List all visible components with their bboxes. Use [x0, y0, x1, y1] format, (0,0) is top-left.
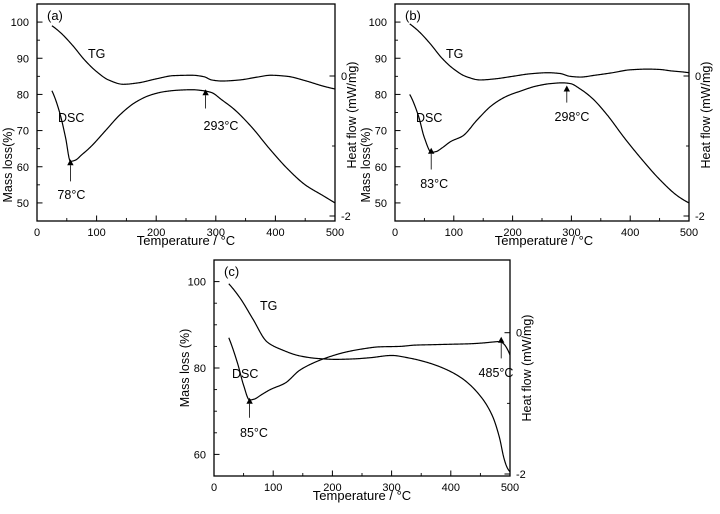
svg-text:Mass loss(%): Mass loss(%) — [1, 127, 15, 202]
svg-text:100: 100 — [11, 17, 29, 29]
svg-text:TG: TG — [260, 299, 277, 313]
svg-text:298°C: 298°C — [555, 110, 590, 124]
svg-text:Temperature / °C: Temperature / °C — [313, 488, 411, 503]
svg-text:500: 500 — [326, 227, 344, 239]
svg-text:85°C: 85°C — [240, 426, 268, 440]
svg-text:Heat flow (mW/mg): Heat flow (mW/mg) — [520, 315, 534, 422]
svg-text:0: 0 — [34, 227, 40, 239]
svg-text:(b): (b) — [405, 8, 421, 23]
svg-text:Heat flow (mW/mg): Heat flow (mW/mg) — [699, 62, 713, 169]
svg-text:90: 90 — [375, 53, 387, 65]
svg-text:50: 50 — [375, 198, 387, 210]
svg-text:400: 400 — [442, 482, 460, 494]
svg-text:TG: TG — [446, 47, 463, 61]
svg-text:500: 500 — [501, 482, 519, 494]
svg-text:TG: TG — [88, 47, 105, 61]
svg-text:90: 90 — [17, 53, 29, 65]
svg-text:(c): (c) — [224, 264, 239, 279]
svg-text:70: 70 — [17, 126, 29, 138]
svg-text:100: 100 — [188, 277, 206, 289]
svg-text:400: 400 — [266, 227, 284, 239]
svg-text:60: 60 — [17, 162, 29, 174]
svg-text:485°C: 485°C — [479, 366, 514, 380]
svg-text:100: 100 — [87, 227, 105, 239]
svg-text:-2: -2 — [341, 211, 351, 223]
svg-text:DSC: DSC — [58, 111, 84, 125]
svg-text:60: 60 — [194, 449, 206, 461]
svg-text:Heat flow (mW/mg): Heat flow (mW/mg) — [345, 62, 359, 169]
svg-text:50: 50 — [17, 198, 29, 210]
svg-text:Mass loss(%): Mass loss(%) — [359, 127, 373, 202]
svg-text:78°C: 78°C — [57, 188, 85, 202]
svg-text:100: 100 — [369, 17, 387, 29]
svg-text:DSC: DSC — [416, 111, 442, 125]
svg-text:(a): (a) — [47, 8, 63, 23]
svg-text:100: 100 — [264, 482, 282, 494]
svg-text:100: 100 — [445, 227, 463, 239]
svg-text:Mass loss (%): Mass loss (%) — [178, 329, 192, 407]
svg-text:293°C: 293°C — [204, 119, 239, 133]
svg-text:0: 0 — [211, 482, 217, 494]
svg-text:500: 500 — [680, 227, 698, 239]
svg-text:60: 60 — [375, 162, 387, 174]
svg-text:83°C: 83°C — [420, 177, 448, 191]
svg-text:80: 80 — [17, 89, 29, 101]
svg-text:70: 70 — [375, 126, 387, 138]
svg-text:80: 80 — [194, 363, 206, 375]
svg-text:0: 0 — [392, 227, 398, 239]
svg-text:-2: -2 — [516, 469, 526, 481]
svg-text:80: 80 — [375, 89, 387, 101]
svg-text:Temperature / °C: Temperature / °C — [495, 233, 593, 248]
svg-text:DSC: DSC — [232, 367, 258, 381]
svg-text:-2: -2 — [695, 211, 705, 223]
svg-text:400: 400 — [621, 227, 639, 239]
svg-text:Temperature / °C: Temperature / °C — [137, 233, 235, 248]
